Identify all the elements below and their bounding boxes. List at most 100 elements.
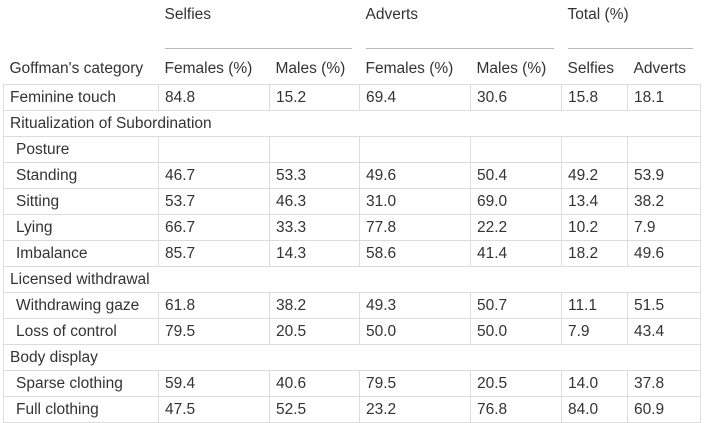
- table-cell: [158, 136, 270, 163]
- table-cell: 7.9: [561, 318, 628, 345]
- table-cell: 49.3: [359, 292, 471, 319]
- table-cell: 85.7: [158, 240, 270, 267]
- table-cell: 59.4: [158, 370, 270, 397]
- table-cell: 20.5: [269, 318, 360, 345]
- table-cell: 52.5: [269, 396, 360, 423]
- section-row: Body display: [3, 344, 701, 371]
- column-header-selfies-females: Females (%): [164, 60, 253, 77]
- table-cell: 69.0: [470, 188, 562, 215]
- table-cell: 46.7: [158, 162, 270, 189]
- table-cell: 50.4: [470, 162, 562, 189]
- table-row: Full clothing 47.5 52.5 23.2 76.8 84.0 6…: [3, 396, 701, 423]
- row-label: Standing: [3, 162, 159, 189]
- subsection-row: Posture: [3, 136, 701, 163]
- section-row: Licensed withdrawal: [3, 266, 701, 293]
- group-header-adverts: Adverts: [360, 0, 562, 50]
- table-cell: 53.9: [627, 162, 701, 189]
- table-cell: [269, 136, 360, 163]
- table-cell: 7.9: [627, 214, 701, 241]
- table-cell: 18.2: [561, 240, 628, 267]
- table-cell: 84.0: [561, 396, 628, 423]
- column-header-category: Goffman's category: [9, 60, 144, 77]
- subsection-label: Posture: [3, 136, 159, 163]
- table-cell: 76.8: [470, 396, 562, 423]
- row-label: Full clothing: [3, 396, 159, 423]
- table-cell: 15.2: [269, 84, 360, 111]
- column-header-total-adverts: Adverts: [633, 60, 687, 77]
- table-cell: 31.0: [359, 188, 471, 215]
- group-label-total: Total (%): [567, 6, 629, 23]
- table-cell: 14.0: [561, 370, 628, 397]
- row-label: Loss of control: [3, 318, 159, 345]
- column-header-total-selfies: Selfies: [567, 60, 615, 77]
- table-cell: 15.8: [561, 84, 628, 111]
- table-row: Withdrawing gaze 61.8 38.2 49.3 50.7 11.…: [3, 292, 701, 319]
- group-header-total: Total (%): [562, 0, 701, 50]
- table-row: Loss of control 79.5 20.5 50.0 50.0 7.9 …: [3, 318, 701, 345]
- table-cell: 60.9: [627, 396, 701, 423]
- table-cell: 53.7: [158, 188, 270, 215]
- table-cell: 10.2: [561, 214, 628, 241]
- table-cell: [561, 136, 628, 163]
- table-cell: 47.5: [158, 396, 270, 423]
- table-cell: 33.3: [269, 214, 360, 241]
- table-cell: 77.8: [359, 214, 471, 241]
- row-label: Sparse clothing: [3, 370, 159, 397]
- table-cell: 49.6: [359, 162, 471, 189]
- table-cell: 66.7: [158, 214, 270, 241]
- table-cell: [359, 136, 471, 163]
- section-label: Licensed withdrawal: [3, 266, 701, 293]
- table-cell: 13.4: [561, 188, 628, 215]
- table-row: Sitting 53.7 46.3 31.0 69.0 13.4 38.2: [3, 188, 701, 215]
- table-row: Imbalance 85.7 14.3 58.6 41.4 18.2 49.6: [3, 240, 701, 267]
- table-cell: 23.2: [359, 396, 471, 423]
- table-cell: 61.8: [158, 292, 270, 319]
- column-header-selfies-males: Males (%): [275, 60, 346, 77]
- table-cell: 51.5: [627, 292, 701, 319]
- table-cell: 58.6: [359, 240, 471, 267]
- table-cell: 50.0: [470, 318, 562, 345]
- data-table: Selfies Adverts Total (%) Goffman's cate…: [3, 0, 701, 423]
- group-label-selfies: Selfies: [164, 6, 212, 23]
- table-cell: 20.5: [470, 370, 562, 397]
- column-header-adverts-males: Males (%): [476, 60, 547, 77]
- table-row: Feminine touch 84.8 15.2 69.4 30.6 15.8 …: [3, 84, 701, 111]
- table-cell: 46.3: [269, 188, 360, 215]
- row-label: Lying: [3, 214, 159, 241]
- table-cell: 40.6: [269, 370, 360, 397]
- table-cell: 79.5: [158, 318, 270, 345]
- table-cell: 41.4: [470, 240, 562, 267]
- table-cell: 38.2: [627, 188, 701, 215]
- table-cell: 53.3: [269, 162, 360, 189]
- group-header-empty: [4, 0, 159, 50]
- section-label: Ritualization of Subordination: [3, 110, 701, 137]
- group-header-row: Selfies Adverts Total (%): [4, 0, 701, 50]
- table-cell: 49.2: [561, 162, 628, 189]
- table-row: Standing 46.7 53.3 49.6 50.4 49.2 53.9: [3, 162, 701, 189]
- group-rule-adverts: [365, 48, 554, 49]
- table-row: Lying 66.7 33.3 77.8 22.2 10.2 7.9: [3, 214, 701, 241]
- column-header-adverts-females: Females (%): [365, 60, 454, 77]
- table-cell: 22.2: [470, 214, 562, 241]
- group-rule-total: [567, 48, 693, 49]
- table-cell: 49.6: [627, 240, 701, 267]
- table-cell: 30.6: [470, 84, 562, 111]
- table-cell: [470, 136, 562, 163]
- row-label: Withdrawing gaze: [3, 292, 159, 319]
- table-cell: 84.8: [158, 84, 270, 111]
- group-rule-selfies: [164, 48, 352, 49]
- column-header-row: Goffman's category Females (%) Males (%)…: [4, 50, 701, 85]
- table-cell: [627, 136, 701, 163]
- group-header-selfies: Selfies: [159, 0, 360, 50]
- table-row: Sparse clothing 59.4 40.6 79.5 20.5 14.0…: [3, 370, 701, 397]
- section-row: Ritualization of Subordination: [3, 110, 701, 137]
- row-label: Sitting: [3, 188, 159, 215]
- row-label: Imbalance: [3, 240, 159, 267]
- table-cell: 14.3: [269, 240, 360, 267]
- table-cell: 37.8: [627, 370, 701, 397]
- table-cell: 79.5: [359, 370, 471, 397]
- table-cell: 38.2: [269, 292, 360, 319]
- table-cell: 18.1: [627, 84, 701, 111]
- table-cell: 50.7: [470, 292, 562, 319]
